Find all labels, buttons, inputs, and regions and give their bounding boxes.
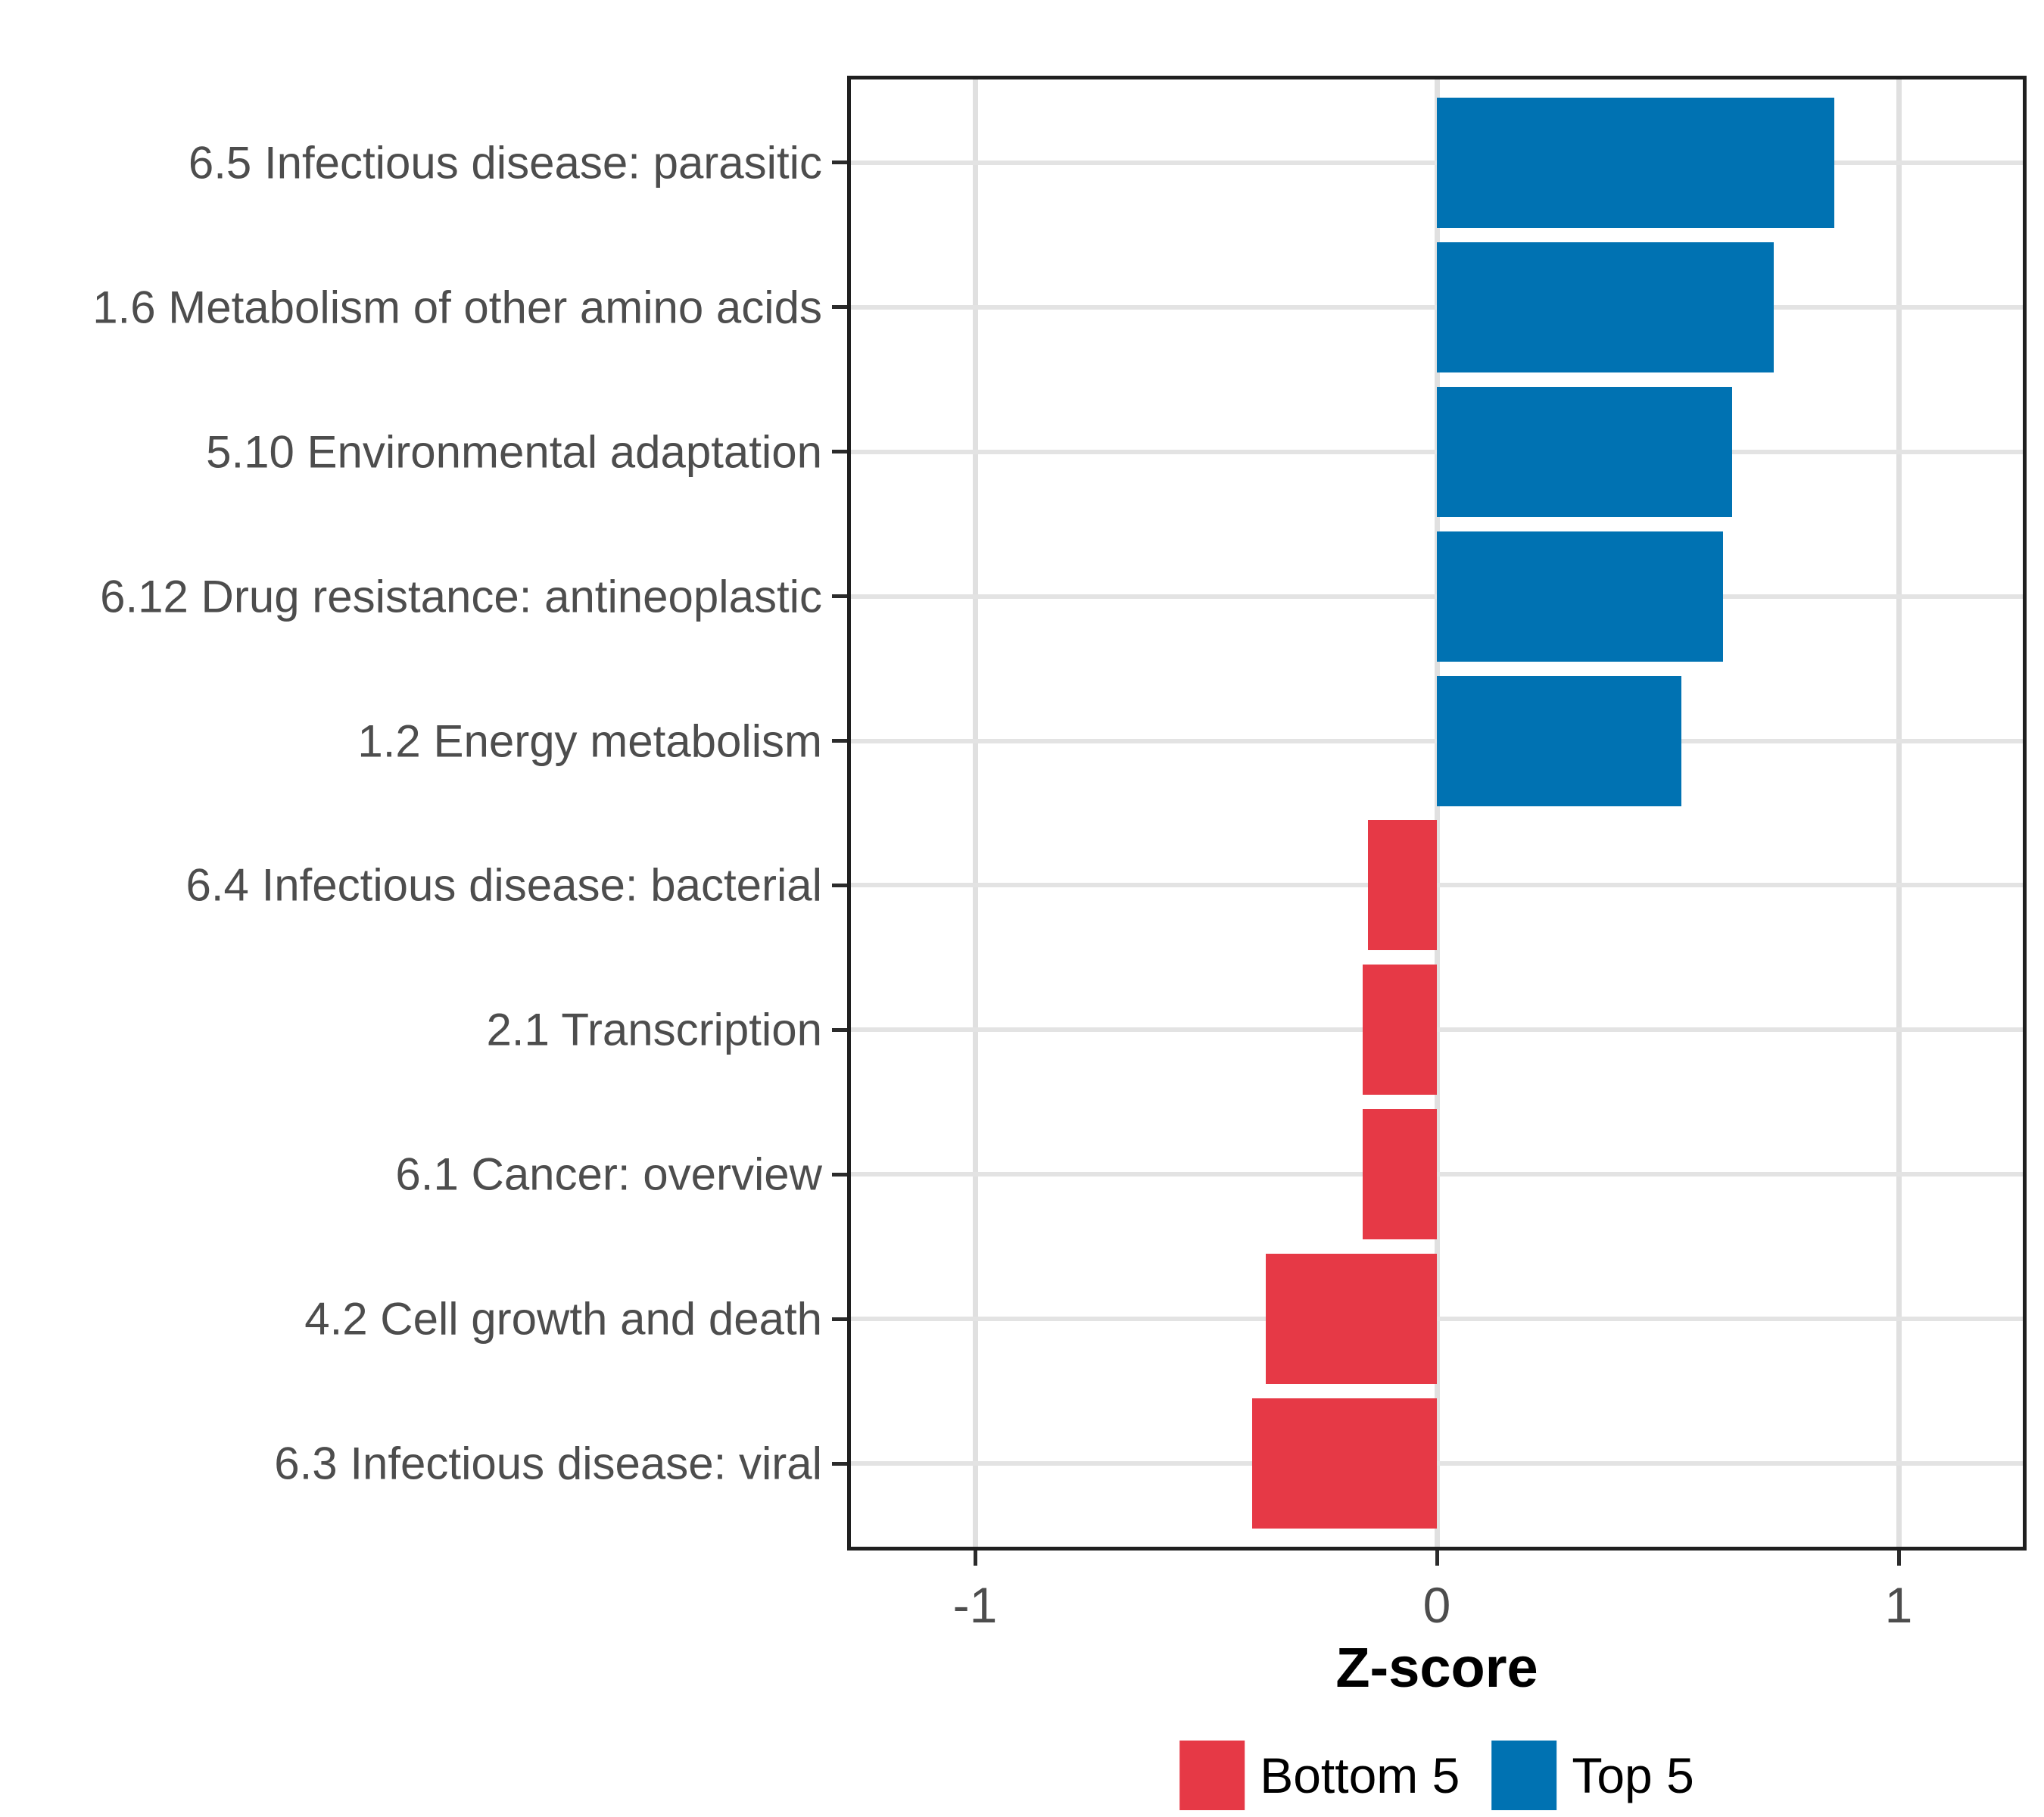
x-gridline	[1896, 76, 1902, 1551]
legend-entry-top5: Top 5	[1491, 1741, 1694, 1810]
x-tick-label: -1	[952, 1577, 998, 1633]
x-gridline	[1434, 76, 1440, 1551]
y-gridline	[847, 1461, 2027, 1466]
bar-top5	[1437, 675, 1682, 806]
bar-top5	[1437, 242, 1774, 372]
y-axis-label: 6.12 Drug resistance: antineoplastic	[100, 571, 822, 622]
x-axis-tick	[1896, 1551, 1901, 1566]
x-tick-label: 1	[1884, 1577, 1913, 1633]
y-axis-label: 2.1 Transcription	[486, 1004, 822, 1055]
y-axis-label: 6.5 Infectious disease: parasitic	[188, 137, 822, 189]
y-axis-label: 6.1 Cancer: overview	[395, 1148, 822, 1200]
y-gridline	[847, 883, 2027, 888]
y-gridline	[847, 1172, 2027, 1177]
y-axis-label: 5.10 Environmental adaptation	[206, 426, 822, 478]
legend-label-bottom5: Bottom 5	[1260, 1747, 1460, 1803]
bar-bottom5	[1367, 820, 1437, 951]
bar-bottom5	[1363, 965, 1437, 1095]
y-axis-tick	[832, 883, 847, 887]
bar-top5	[1437, 386, 1733, 517]
x-axis-title: Z-score	[1335, 1636, 1538, 1699]
bar-bottom5	[1266, 1254, 1437, 1385]
y-axis-label: 1.2 Energy metabolism	[357, 715, 822, 766]
y-gridline	[847, 1317, 2027, 1322]
x-axis-tick	[973, 1551, 977, 1566]
bar-top5	[1437, 97, 1834, 228]
y-gridline	[847, 1027, 2027, 1033]
bar-bottom5	[1252, 1398, 1437, 1529]
y-axis-tick	[832, 1461, 847, 1466]
bar-bottom5	[1363, 1109, 1437, 1240]
y-axis-label: 6.3 Infectious disease: viral	[274, 1438, 822, 1489]
y-axis-tick	[832, 161, 847, 165]
legend-swatch-bottom5	[1179, 1741, 1245, 1810]
x-axis-tick	[1435, 1551, 1439, 1566]
bar-top5	[1437, 531, 1724, 662]
y-axis-tick	[832, 450, 847, 454]
x-tick-label: 0	[1422, 1577, 1451, 1633]
y-axis-label: 6.4 Infectious disease: bacterial	[185, 859, 823, 911]
y-axis-tick	[832, 739, 847, 743]
y-axis-tick	[832, 1317, 847, 1321]
legend-label-top5: Top 5	[1572, 1747, 1694, 1803]
y-axis-label: 1.6 Metabolism of other amino acids	[92, 282, 822, 333]
legend-entry-bottom5: Bottom 5	[1179, 1741, 1460, 1810]
y-axis-tick	[832, 305, 847, 310]
y-axis-label: 4.2 Cell growth and death	[304, 1293, 822, 1345]
y-axis-tick	[832, 1172, 847, 1177]
y-axis-tick	[832, 1027, 847, 1032]
legend-swatch-top5	[1491, 1741, 1557, 1810]
x-gridline	[972, 76, 978, 1551]
y-axis-tick	[832, 594, 847, 599]
legend: Bottom 5 Top 5	[1179, 1741, 1694, 1810]
